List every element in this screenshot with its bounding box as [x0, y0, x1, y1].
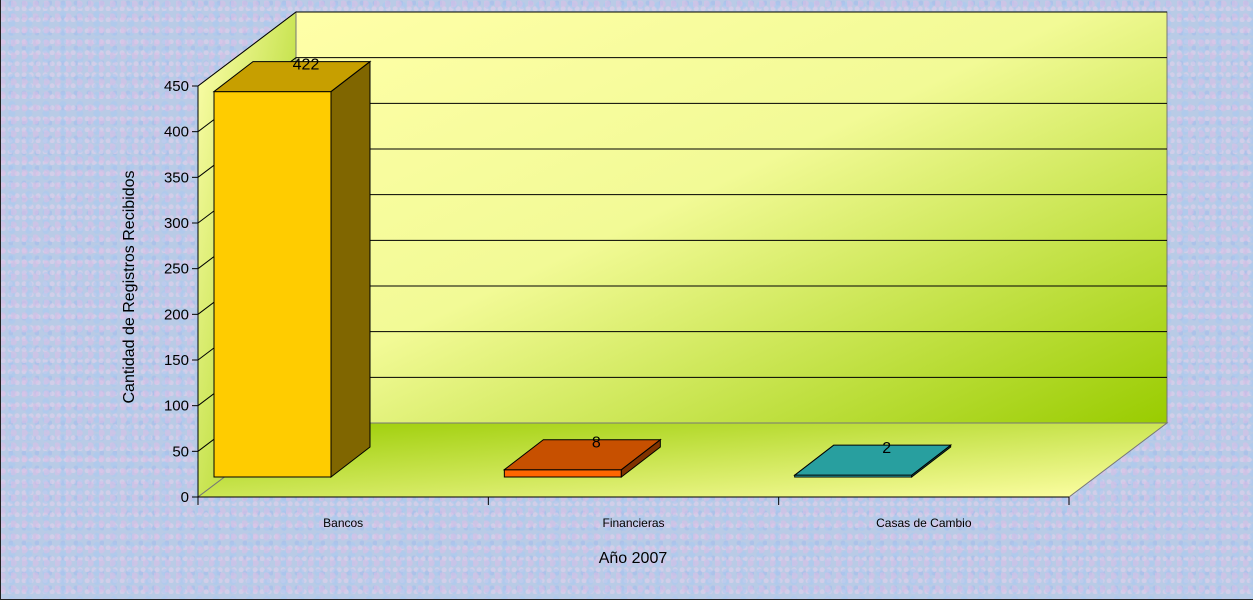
x-tick-label: Casas de Cambio [876, 516, 972, 530]
y-tick-label: 200 [164, 306, 189, 323]
data-label: 8 [592, 435, 601, 452]
data-label: 2 [882, 440, 891, 457]
y-tick-label: 350 [164, 169, 189, 186]
y-tick-label: 400 [164, 124, 189, 141]
x-axis-title: Año 2007 [599, 550, 668, 567]
y-tick-label: 100 [164, 398, 189, 415]
y-tick-label: 0 [181, 489, 189, 506]
bar-front [214, 92, 331, 477]
x-tick-label: Bancos [323, 516, 363, 530]
bar-front [504, 470, 621, 477]
data-label: 422 [293, 57, 320, 74]
bar [214, 62, 370, 477]
y-tick-label: 250 [164, 261, 189, 278]
y-tick-label: 450 [164, 78, 189, 95]
y-tick-label: 50 [172, 443, 189, 460]
bar-side [331, 62, 370, 477]
y-axis-title: Cantidad de Registros Recibidos [121, 170, 138, 403]
y-tick-label: 150 [164, 352, 189, 369]
x-tick-label: Financieras [602, 516, 664, 530]
y-tick-label: 300 [164, 215, 189, 232]
back-wall [296, 12, 1167, 423]
